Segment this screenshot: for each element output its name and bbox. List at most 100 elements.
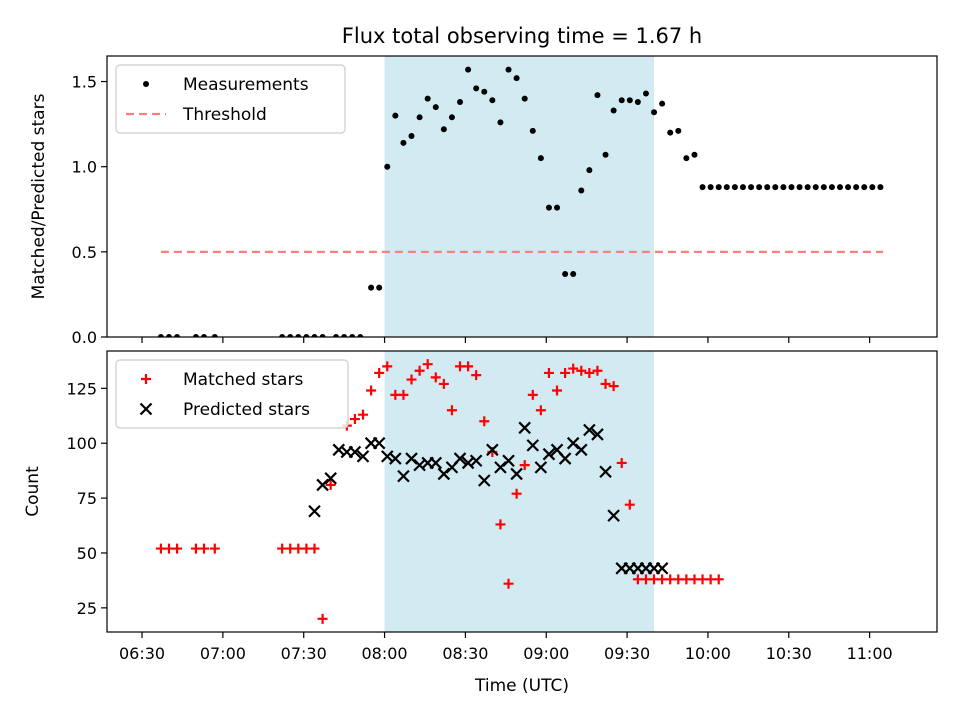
matched-stars-point bbox=[479, 416, 490, 427]
measurement-point bbox=[715, 184, 722, 191]
measurement-point bbox=[796, 184, 803, 191]
y-tick-label: 50 bbox=[77, 544, 97, 563]
measurement-point bbox=[699, 184, 706, 191]
matched-stars-point bbox=[584, 367, 595, 378]
measurement-point bbox=[457, 98, 464, 105]
measurement-point bbox=[554, 204, 561, 211]
plot-area bbox=[157, 66, 884, 337]
legend-entry-label: Matched stars bbox=[183, 370, 303, 390]
measurement-point bbox=[333, 334, 340, 337]
measurement-point bbox=[812, 184, 819, 191]
measurement-point bbox=[400, 139, 407, 146]
measurement-point bbox=[473, 85, 480, 92]
matched-stars-point bbox=[519, 460, 530, 471]
measurement-point bbox=[341, 334, 348, 337]
y-axis-label: Count bbox=[23, 466, 43, 517]
measurement-point bbox=[618, 97, 625, 104]
matched-stars-point bbox=[713, 574, 724, 585]
matched-stars-point bbox=[414, 365, 425, 376]
measurement-point bbox=[594, 92, 601, 99]
measurement-point bbox=[659, 100, 666, 107]
x-tick-label: 08:00 bbox=[362, 644, 408, 663]
legend-measurements-marker bbox=[143, 81, 149, 87]
measurement-point bbox=[174, 334, 181, 337]
measurement-point bbox=[804, 184, 811, 191]
predicted-stars-point bbox=[575, 443, 588, 457]
matched-stars-point bbox=[309, 543, 320, 554]
y-tick-label: 1.0 bbox=[72, 158, 97, 177]
matched-stars-point bbox=[172, 543, 183, 554]
x-axis-label: Time (UTC) bbox=[474, 676, 569, 696]
measurement-point bbox=[578, 187, 585, 194]
x-tick-label: 10:30 bbox=[766, 644, 812, 663]
legend-predicted-marker bbox=[139, 402, 153, 416]
measurement-point bbox=[529, 127, 536, 134]
measurement-point bbox=[675, 127, 682, 134]
matched-stars-point bbox=[406, 374, 417, 385]
measurement-point bbox=[731, 184, 738, 191]
predicted-stars-point bbox=[558, 452, 572, 465]
measurement-point bbox=[723, 184, 730, 191]
observing-window-shade bbox=[384, 351, 655, 632]
x-tick-label: 07:00 bbox=[200, 644, 246, 663]
predicted-stars-point bbox=[477, 474, 491, 487]
predicted-stars-point bbox=[397, 469, 410, 483]
legend-entry-label: Measurements bbox=[183, 75, 309, 95]
matched-stars-point bbox=[503, 578, 514, 589]
matched-stars-point bbox=[422, 359, 433, 370]
measurement-point bbox=[384, 163, 391, 170]
measurement-point bbox=[505, 66, 512, 73]
measurement-point bbox=[764, 184, 771, 191]
y-tick-label: 75 bbox=[77, 489, 97, 508]
chart-title: Flux total observing time = 1.67 h bbox=[342, 24, 702, 48]
predicted-stars-point bbox=[518, 421, 531, 435]
measurement-point bbox=[295, 334, 302, 337]
measurement-point bbox=[201, 334, 208, 337]
measurement-point bbox=[165, 334, 172, 337]
y-tick-label: 0.0 bbox=[72, 328, 97, 347]
matched-stars-point bbox=[325, 479, 336, 490]
predicted-stars-point bbox=[308, 504, 321, 518]
matched-stars-point bbox=[471, 370, 482, 381]
measurement-point bbox=[357, 334, 364, 337]
measurement-point bbox=[368, 284, 375, 291]
measurement-point bbox=[497, 119, 504, 126]
predicted-stars-point bbox=[429, 456, 443, 470]
measurement-point bbox=[861, 184, 868, 191]
matched-stars-point bbox=[209, 543, 220, 554]
predicted-stars-point bbox=[599, 465, 612, 479]
y-axis-label: Matched/Predicted stars bbox=[29, 93, 49, 299]
measurement-point bbox=[349, 334, 356, 337]
predicted-stars-point bbox=[542, 447, 556, 461]
measurement-point bbox=[756, 184, 763, 191]
measurement-point bbox=[570, 270, 577, 277]
measurement-point bbox=[440, 126, 447, 133]
measurement-point bbox=[521, 95, 528, 102]
measurement-point bbox=[869, 184, 876, 191]
measurement-point bbox=[481, 88, 488, 95]
measurement-point bbox=[828, 184, 835, 191]
measurement-point bbox=[634, 98, 641, 105]
measurement-point bbox=[465, 66, 472, 73]
matched-stars-point bbox=[592, 365, 603, 376]
measurement-point bbox=[545, 204, 552, 211]
measurement-point bbox=[279, 334, 286, 337]
measurement-point bbox=[683, 155, 690, 162]
x-tick-label: 06:30 bbox=[119, 644, 165, 663]
matched-stars-point bbox=[600, 378, 611, 389]
measurement-point bbox=[432, 104, 439, 111]
bottom-panel: 25 50 75 100 125 06:30 07:00 07:30 08:00 08:30 09:… bbox=[23, 350, 938, 663]
predicted-stars-point bbox=[372, 436, 386, 450]
measurement-point bbox=[788, 184, 795, 191]
matched-stars-point bbox=[358, 409, 369, 420]
observing-window-shade bbox=[384, 56, 655, 337]
measurement-point bbox=[319, 334, 326, 337]
predicted-stars-point bbox=[348, 445, 362, 459]
matched-stars-point bbox=[560, 367, 571, 378]
matched-stars-point bbox=[535, 405, 546, 416]
measurement-point bbox=[667, 129, 674, 136]
x-tick-label: 09:00 bbox=[523, 644, 569, 663]
measurement-point bbox=[877, 184, 884, 191]
predicted-stars-point bbox=[655, 562, 669, 575]
